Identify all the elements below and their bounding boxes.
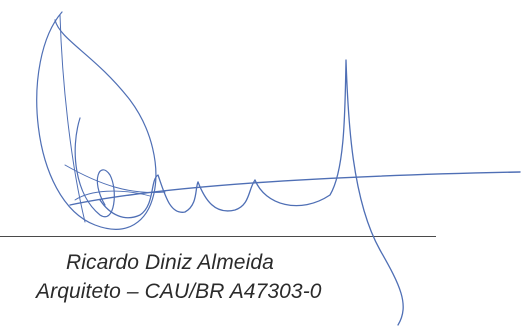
signatory-title: Arquiteto – CAU/BR A47303-0 xyxy=(36,280,322,303)
signatory-name: Ricardo Diniz Almeida xyxy=(66,251,274,274)
signature-line xyxy=(0,236,436,237)
